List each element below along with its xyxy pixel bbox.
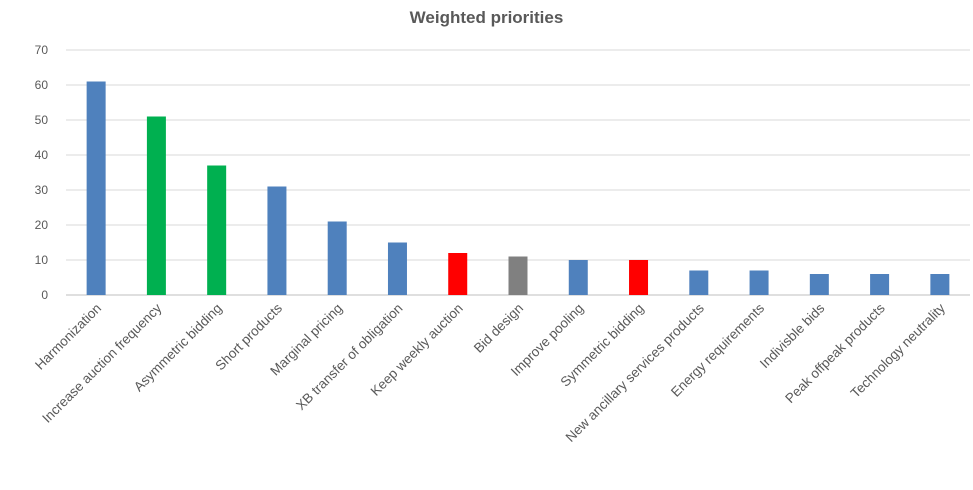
bars [86,81,950,295]
x-tick-label: XB transfer of obligation [293,301,405,413]
bar [387,242,407,295]
y-axis: 0 10 20 30 40 50 60 70 [35,43,49,302]
bar [689,270,709,295]
bar [146,116,166,295]
bar [508,256,528,295]
bar [86,81,106,295]
bar [448,253,468,295]
bar [327,221,347,295]
bar [930,274,950,295]
bar [267,186,287,295]
bar [568,260,588,295]
y-tick-label: 70 [35,43,49,57]
bar [809,274,829,295]
y-tick-label: 0 [41,288,48,302]
x-tick-label: Peak offpeak products [782,300,888,406]
bar [870,274,890,295]
y-tick-label: 20 [35,218,49,232]
bar [629,260,649,295]
bar [207,165,227,295]
y-tick-label: 10 [35,253,49,267]
y-tick-label: 50 [35,113,49,127]
y-tick-label: 60 [35,78,49,92]
chart-title: Weighted priorities [409,8,564,27]
y-tick-label: 40 [35,148,49,162]
y-tick-label: 30 [35,183,49,197]
x-tick-label: Bid design [471,301,526,356]
x-tick-label: Increase auction frequency [39,300,164,425]
bar [749,270,769,295]
